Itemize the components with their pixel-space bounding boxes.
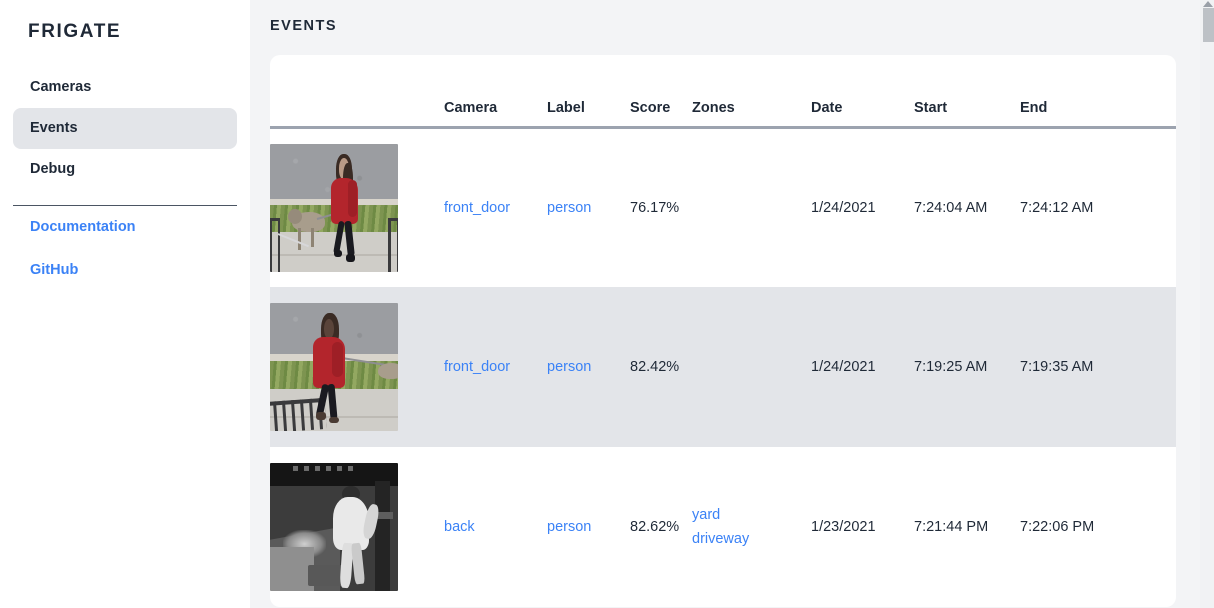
column-header-zones[interactable]: Zones [692, 99, 735, 116]
table-row[interactable]: back person 82.62% yard driveway 1/23/20… [270, 447, 1176, 607]
event-thumbnail-cell[interactable] [270, 287, 444, 447]
event-start-cell: 7:24:04 AM [914, 199, 988, 216]
column-header-thumbnail[interactable] [270, 55, 444, 127]
page-title: EVENTS [270, 18, 338, 34]
table-header-row: Camera Label Score Zones Date Start End [270, 55, 1176, 127]
event-zone-link[interactable]: driveway [692, 531, 750, 547]
event-zones-cell [692, 287, 811, 447]
event-end-cell: 7:22:06 PM [1020, 519, 1095, 535]
scrollbar-thumb[interactable] [1203, 8, 1214, 42]
column-header-start[interactable]: Start [914, 99, 948, 116]
sidebar-link-documentation[interactable]: Documentation [30, 219, 136, 235]
event-start-cell: 7:21:44 PM [914, 519, 989, 535]
event-camera-cell: front_door [444, 287, 547, 447]
page-scrollbar[interactable] [1200, 0, 1214, 608]
events-table-body: front_door person 76.17% 1/24/2021 7:24:… [270, 127, 1176, 607]
event-thumbnail-image[interactable] [270, 303, 398, 431]
events-table-head: Camera Label Score Zones Date Start End [270, 55, 1176, 127]
sidebar-item-events[interactable]: Events [13, 108, 237, 149]
event-score-cell: 82.62% [630, 519, 680, 535]
app-brand: FRIGATE [28, 21, 122, 42]
event-label-cell: person [547, 447, 630, 607]
event-thumbnail-image[interactable] [270, 463, 398, 591]
column-header-date[interactable]: Date [811, 99, 843, 116]
sidebar-item-debug[interactable]: Debug [30, 161, 76, 177]
event-score-cell: 82.42% [630, 359, 680, 375]
event-thumbnail-image[interactable] [270, 143, 398, 272]
sidebar-link-github[interactable]: GitHub [30, 262, 79, 278]
event-date-cell: 1/24/2021 [811, 199, 876, 216]
column-header-end[interactable]: End [1020, 99, 1048, 116]
sidebar-nav: Cameras Events Debug Documentation GitHu… [0, 67, 250, 292]
table-row[interactable]: front_door person 76.17% 1/24/2021 7:24:… [270, 127, 1176, 287]
main-content: EVENTS Camera Label Score Zones Date [250, 0, 1214, 608]
event-label-link[interactable]: person [547, 199, 592, 216]
event-end-cell: 7:24:12 AM [1020, 199, 1094, 216]
event-thumbnail-cell[interactable] [270, 447, 444, 607]
table-row[interactable]: front_door person 82.42% 1/24/2021 7:19:… [270, 287, 1176, 447]
event-score-cell: 76.17% [630, 199, 680, 216]
event-camera-link[interactable]: front_door [444, 359, 511, 375]
event-date-cell: 1/24/2021 [811, 359, 876, 375]
events-card: Camera Label Score Zones Date Start End [270, 55, 1176, 607]
column-header-camera[interactable]: Camera [444, 99, 498, 116]
event-zones-cell: yard driveway [692, 447, 811, 607]
sidebar: FRIGATE Cameras Events Debug Documentati… [0, 0, 250, 608]
column-header-label[interactable]: Label [547, 99, 585, 116]
column-header-score[interactable]: Score [630, 99, 671, 116]
event-label-link[interactable]: person [547, 519, 592, 535]
event-start-cell: 7:19:25 AM [914, 359, 988, 375]
events-table: Camera Label Score Zones Date Start End [270, 55, 1176, 607]
event-label-link[interactable]: person [547, 359, 592, 375]
event-thumbnail-cell[interactable] [270, 127, 444, 287]
event-camera-cell: back [444, 447, 547, 607]
event-zone-link[interactable]: yard [692, 507, 721, 523]
event-camera-cell: front_door [444, 127, 547, 287]
event-camera-link[interactable]: back [444, 519, 475, 535]
sidebar-item-cameras[interactable]: Cameras [30, 79, 92, 95]
sidebar-divider [13, 205, 237, 206]
event-camera-link[interactable]: front_door [444, 199, 511, 216]
event-date-cell: 1/23/2021 [811, 519, 876, 535]
event-end-cell: 7:19:35 AM [1020, 359, 1094, 375]
scroll-up-arrow-icon[interactable] [1203, 1, 1213, 7]
event-label-cell: person [547, 287, 630, 447]
event-zones-cell [692, 127, 811, 287]
event-label-cell: person [547, 127, 630, 287]
